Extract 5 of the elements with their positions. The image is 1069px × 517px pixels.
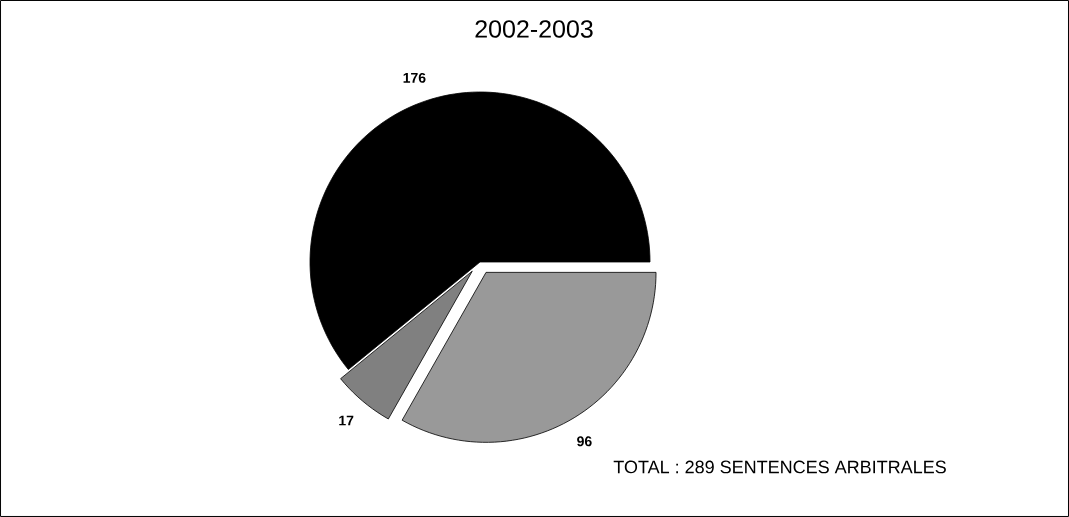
data-label: 176: [403, 72, 426, 83]
data-label: 17: [339, 415, 354, 426]
text: TOTAL : 289 SENTENCES ARBITRALES: [613, 460, 946, 474]
chart-title: 2002-2003: [475, 20, 593, 38]
data-label: 96: [577, 436, 592, 447]
